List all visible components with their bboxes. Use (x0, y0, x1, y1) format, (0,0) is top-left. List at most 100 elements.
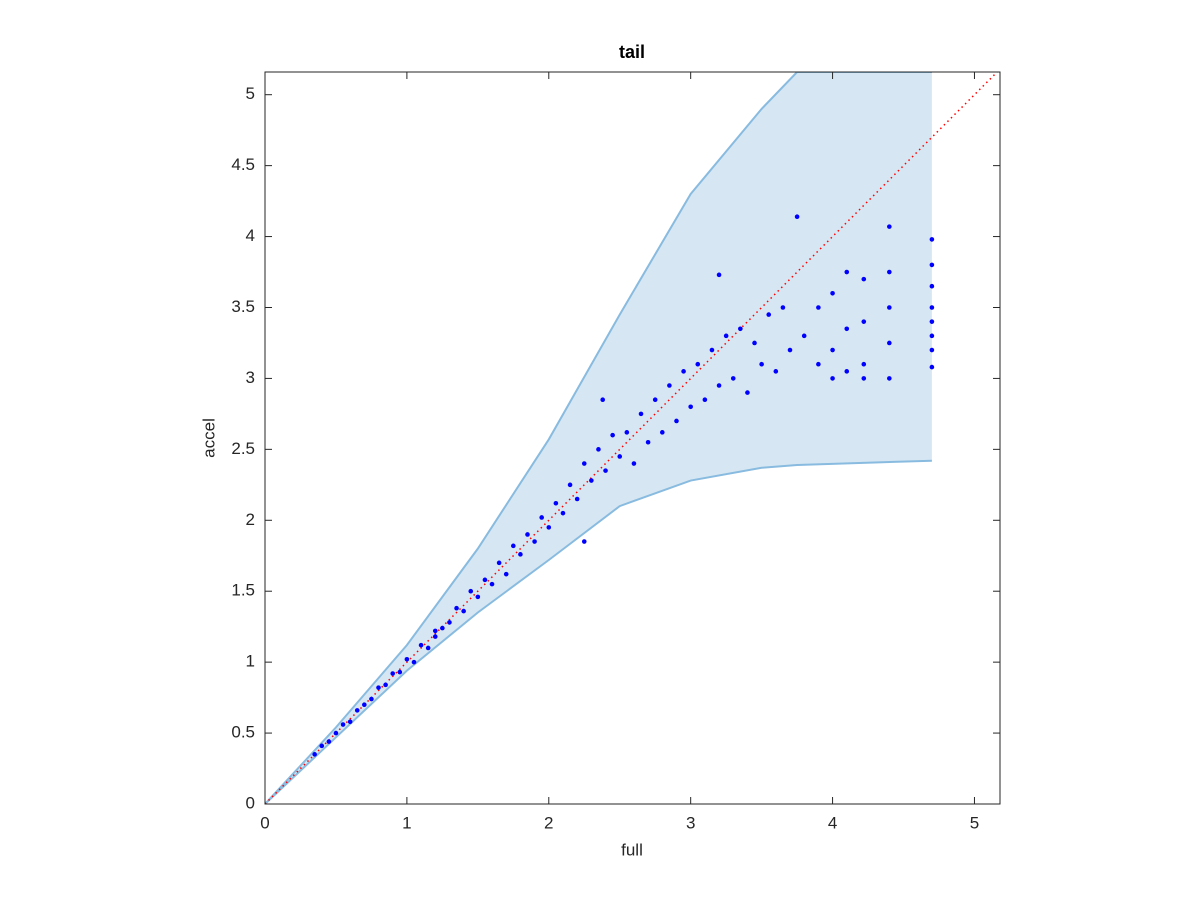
point (596, 447, 601, 452)
point (440, 625, 445, 631)
point (496, 560, 502, 566)
point (816, 361, 821, 367)
point (844, 369, 850, 374)
point (369, 696, 374, 702)
band-upper-edge (265, 72, 932, 804)
point (447, 620, 452, 625)
point (546, 525, 552, 530)
chart-title: tail (619, 42, 645, 62)
y-axis-label: accel (199, 418, 218, 458)
point (861, 361, 867, 367)
x-tick-label: 3 (686, 813, 695, 832)
point (333, 730, 339, 736)
point (411, 659, 417, 665)
point (617, 454, 623, 459)
axes-box (264, 71, 1001, 805)
point (390, 671, 396, 676)
point (816, 305, 821, 310)
x-tick-label: 2 (544, 813, 553, 832)
y-tick-label: 0 (246, 793, 255, 812)
point (709, 347, 715, 353)
point (511, 543, 516, 549)
y-tick-label: 4 (246, 226, 255, 245)
x-tick-label: 1 (402, 813, 411, 832)
band-lower-edge (265, 459, 932, 804)
point (929, 333, 935, 339)
point (723, 333, 729, 339)
reference-line (265, 72, 999, 804)
point (432, 634, 438, 639)
point (574, 496, 580, 502)
point (645, 439, 651, 445)
point (624, 430, 630, 435)
point (489, 581, 495, 587)
point (652, 397, 658, 402)
point (432, 628, 438, 634)
point (887, 376, 892, 381)
point (347, 719, 353, 725)
point (603, 468, 608, 473)
point (759, 361, 764, 367)
point (319, 743, 325, 749)
point (887, 269, 892, 275)
point (887, 305, 892, 310)
y-tick-label: 4.5 (231, 155, 255, 174)
point (425, 645, 431, 651)
point (354, 708, 360, 713)
point (461, 608, 466, 614)
y-tick-label: 3.5 (231, 297, 255, 316)
point (844, 326, 850, 332)
y-tick-label: 1 (246, 652, 255, 671)
point (475, 594, 481, 600)
y-tick-label: 2.5 (231, 439, 255, 458)
point (600, 397, 606, 402)
point (773, 369, 779, 374)
point (589, 478, 594, 483)
point (716, 383, 722, 388)
point (861, 376, 867, 381)
point (667, 383, 672, 388)
point (553, 500, 559, 506)
x-tick-label: 5 (970, 813, 979, 832)
point (674, 418, 679, 424)
point (787, 347, 793, 353)
point (752, 340, 757, 346)
point (418, 642, 424, 648)
point (503, 571, 509, 577)
point (638, 411, 644, 417)
y-tick-label: 5 (246, 84, 255, 103)
point (567, 482, 573, 488)
point (539, 515, 544, 520)
axes: 0 1 2 3 4 5 0 0.5 1 1.5 2 2.5 3 3.5 4 4.5 5 (231, 71, 1001, 832)
point (738, 326, 743, 332)
x-tick-label: 0 (260, 813, 269, 832)
point (887, 224, 892, 229)
point (326, 739, 332, 744)
point (532, 539, 537, 544)
point (581, 539, 587, 544)
point (362, 702, 367, 707)
point (688, 404, 693, 410)
point (340, 722, 346, 727)
point (702, 397, 708, 402)
point (929, 262, 935, 268)
point (929, 283, 935, 289)
point (780, 305, 786, 310)
point (404, 657, 410, 662)
point (830, 347, 835, 353)
band-area (265, 72, 932, 804)
point (929, 347, 935, 353)
point (397, 669, 403, 675)
point (861, 276, 867, 282)
y-tick-label: 0.5 (231, 723, 255, 742)
point (312, 752, 317, 757)
point (518, 552, 523, 557)
point (716, 272, 722, 278)
plot-area (265, 72, 999, 804)
point (482, 577, 488, 583)
point (929, 364, 935, 370)
y-tick-label: 3 (246, 368, 255, 387)
point (383, 682, 388, 688)
point (610, 432, 615, 438)
y-tick-label: 1.5 (231, 581, 255, 600)
